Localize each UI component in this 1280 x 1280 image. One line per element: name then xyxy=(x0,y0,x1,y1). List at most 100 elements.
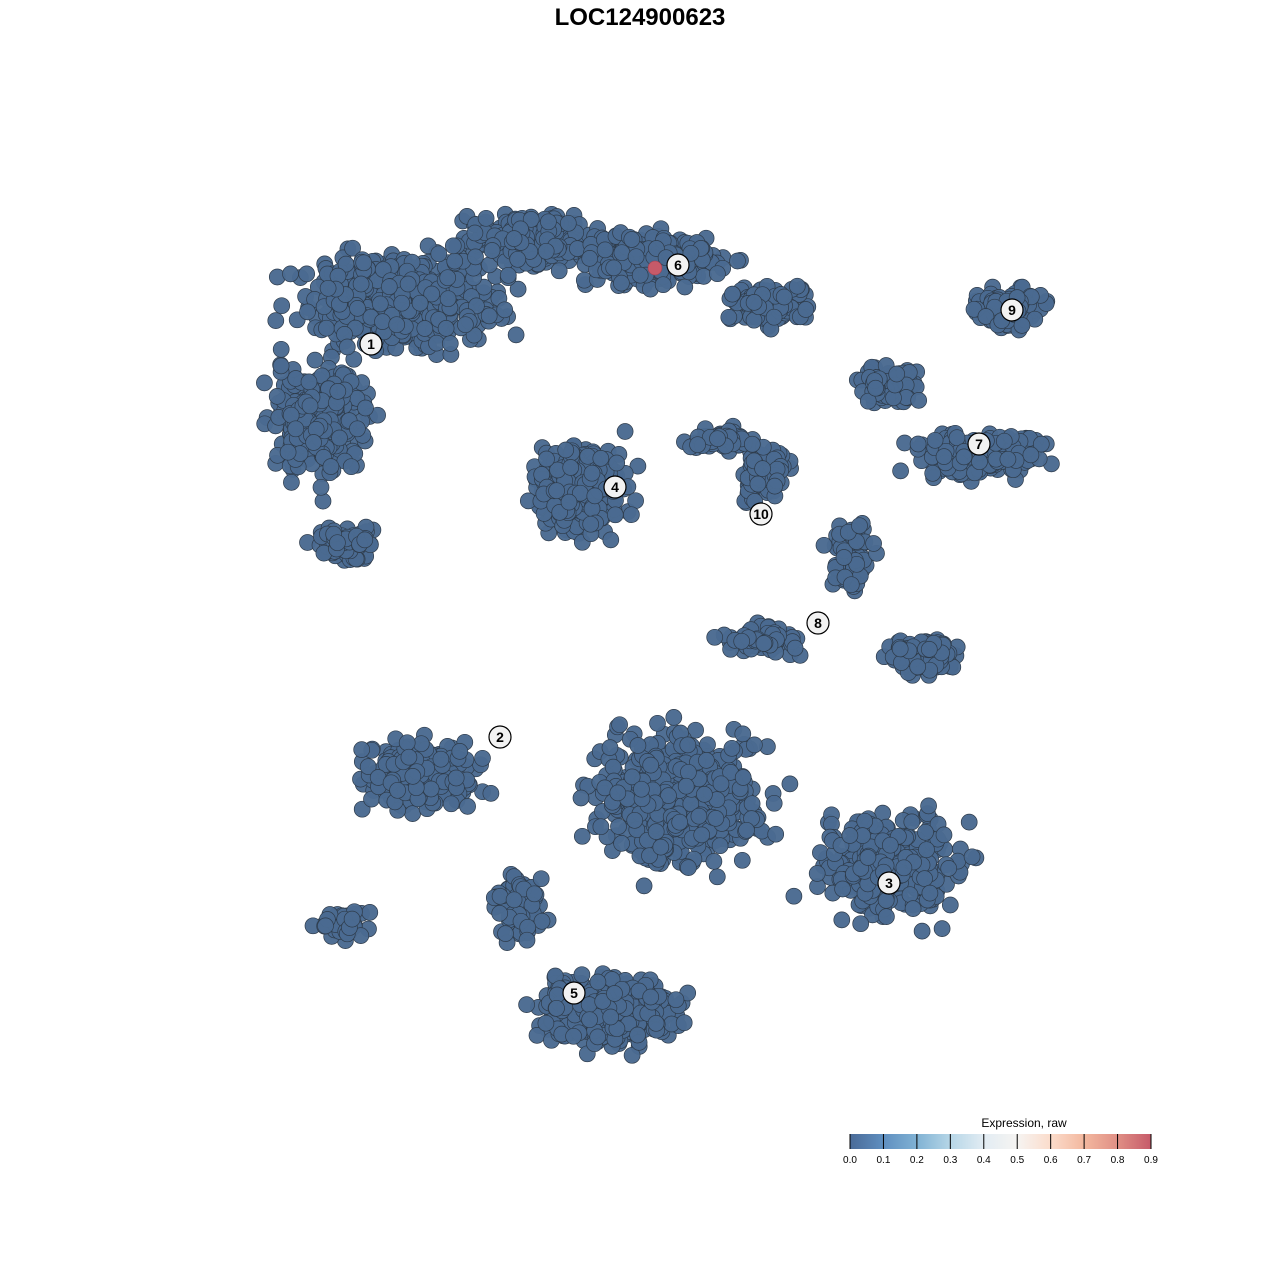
cluster-label: 2 xyxy=(488,725,512,749)
cluster-label: 5 xyxy=(562,981,586,1005)
cell-point xyxy=(841,827,859,844)
cell-point xyxy=(342,458,360,476)
cluster-label-text: 6 xyxy=(674,257,682,273)
cell-point xyxy=(920,641,938,658)
cell-point xyxy=(815,536,833,554)
cell-point xyxy=(631,266,649,284)
cell-point xyxy=(507,326,525,344)
cell-point xyxy=(709,265,726,283)
cell-point xyxy=(509,250,527,268)
cell-point xyxy=(834,880,851,898)
cell-point xyxy=(766,477,784,495)
cell-point xyxy=(306,351,324,369)
cell-point xyxy=(629,1026,646,1044)
cell-point xyxy=(468,297,485,315)
cell-point xyxy=(322,458,340,475)
cell-point xyxy=(723,739,741,757)
cell-point xyxy=(573,827,591,845)
cell-point xyxy=(298,265,316,283)
cell-point xyxy=(892,462,909,480)
cell-point xyxy=(680,763,697,781)
legend-colorbar xyxy=(850,1134,1151,1149)
cell-point xyxy=(331,429,348,447)
cell-point xyxy=(679,736,697,754)
cluster-label-text: 5 xyxy=(570,985,578,1001)
cell-point xyxy=(916,870,933,887)
cell-point xyxy=(677,777,695,795)
cell-point xyxy=(708,868,726,886)
cell-point xyxy=(447,769,465,787)
cell-point xyxy=(279,443,297,461)
cell-point xyxy=(389,781,406,799)
cell-point xyxy=(550,262,568,280)
cluster-label: 10 xyxy=(749,502,773,526)
cell-point xyxy=(267,312,285,329)
cell-point xyxy=(592,818,610,836)
cluster-label-text: 7 xyxy=(975,436,983,452)
legend-tick-label: 0.6 xyxy=(1044,1155,1058,1166)
cell-point xyxy=(446,252,464,270)
cell-point xyxy=(696,786,713,803)
cell-point xyxy=(676,278,694,296)
cluster-label-text: 10 xyxy=(753,506,769,522)
cell-point xyxy=(999,450,1017,468)
cell-point xyxy=(786,639,804,657)
cell-point xyxy=(398,734,416,752)
cell-point xyxy=(745,294,763,311)
cell-point xyxy=(797,301,815,318)
cell-point xyxy=(647,823,665,840)
cell-point xyxy=(877,892,895,909)
cell-point xyxy=(613,244,631,262)
cell-point xyxy=(812,844,829,861)
cell-point xyxy=(891,640,909,658)
cluster-label: 1 xyxy=(359,332,383,356)
cell-point xyxy=(808,865,826,882)
cluster-label-text: 2 xyxy=(496,729,504,745)
cell-point xyxy=(963,848,981,866)
cell-point xyxy=(711,837,729,855)
chart-title: LOC124900623 xyxy=(554,4,726,31)
cell-point xyxy=(851,517,868,535)
cell-point xyxy=(881,836,899,854)
legend-tick-label: 0.4 xyxy=(977,1155,991,1166)
cluster-label: 3 xyxy=(877,871,901,895)
cell-point xyxy=(746,736,763,754)
cell-point xyxy=(909,658,927,676)
cell-point xyxy=(318,319,335,337)
cell-point xyxy=(451,743,469,760)
cell-point xyxy=(411,294,429,312)
cell-point xyxy=(526,885,543,903)
cell-point xyxy=(357,399,374,417)
cell-point xyxy=(921,884,939,902)
cell-point xyxy=(626,811,644,829)
cell-point xyxy=(835,549,853,566)
cell-point xyxy=(581,250,599,267)
cell-point xyxy=(559,214,577,232)
cell-point xyxy=(361,904,379,921)
cell-point xyxy=(441,335,459,352)
cell-point xyxy=(329,383,347,400)
cell-point xyxy=(474,749,491,767)
cell-point xyxy=(301,397,319,415)
cell-point xyxy=(606,506,624,524)
cell-point xyxy=(616,423,634,440)
expressing-cell-point xyxy=(647,260,663,276)
cell-point xyxy=(955,448,973,466)
cell-point xyxy=(842,576,860,594)
cell-point xyxy=(356,531,374,549)
cell-point xyxy=(532,870,550,888)
cell-point xyxy=(705,853,723,870)
cell-point xyxy=(499,266,517,284)
cell-point xyxy=(734,769,752,786)
cell-point xyxy=(602,531,620,549)
cell-point xyxy=(404,768,422,785)
cell-point xyxy=(888,365,906,383)
cell-point xyxy=(765,794,783,812)
cell-point xyxy=(971,453,988,471)
cell-point xyxy=(754,460,771,477)
cell-point xyxy=(589,1028,607,1046)
cell-point xyxy=(466,224,484,242)
cell-point xyxy=(865,535,882,552)
